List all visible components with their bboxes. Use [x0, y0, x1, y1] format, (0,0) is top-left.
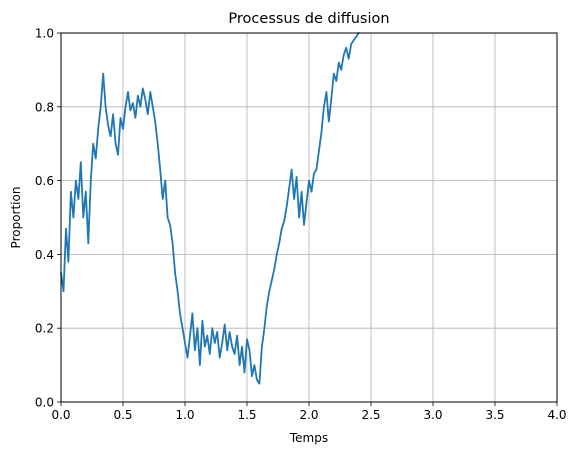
x-tick-label: 1.0 [175, 408, 194, 422]
x-tick-label: 0.0 [51, 408, 70, 422]
axis-ticks: 0.0 0.5 1.0 1.5 2.0 2.5 3.0 3.5 4.0 0.0 0.2 0.4 0.6 0… [35, 27, 567, 423]
y-tick-label: 1.0 [35, 27, 54, 41]
x-axis-label: Temps [289, 431, 328, 445]
y-tick-label: 0.0 [35, 396, 54, 410]
series-layer [60, 32, 360, 385]
y-tick-label: 0.4 [35, 248, 54, 262]
y-axis-label: Proportion [9, 187, 23, 249]
y-tick-label: 0.8 [35, 100, 54, 114]
x-tick-label: 3.5 [485, 408, 504, 422]
x-tick-label: 4.0 [547, 408, 566, 422]
x-tick-label: 1.5 [237, 408, 256, 422]
y-tick-label: 0.2 [35, 322, 54, 336]
chart-title: Processus de diffusion [228, 11, 389, 27]
x-tick-label: 3.0 [423, 408, 442, 422]
series-line [60, 32, 360, 385]
x-tick-label: 2.0 [299, 408, 318, 422]
x-tick-label: 2.5 [361, 408, 380, 422]
x-tick-label: 0.5 [113, 408, 132, 422]
y-tick-label: 0.6 [35, 174, 54, 188]
